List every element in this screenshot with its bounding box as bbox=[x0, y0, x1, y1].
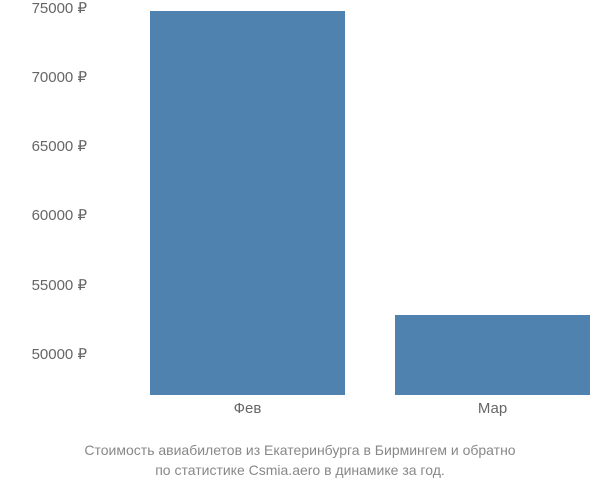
x-tick-label: Мар bbox=[478, 400, 507, 417]
bar bbox=[395, 315, 590, 395]
caption-line-1: Стоимость авиабилетов из Екатеринбурга в… bbox=[0, 440, 600, 461]
y-tick-label: 65000 ₽ bbox=[32, 137, 87, 155]
y-tick-label: 70000 ₽ bbox=[32, 68, 87, 86]
y-axis: 50000 ₽ 55000 ₽ 60000 ₽ 65000 ₽ 70000 ₽ 75000… bbox=[0, 0, 95, 430]
bar bbox=[150, 11, 345, 395]
price-chart: 50000 ₽ 55000 ₽ 60000 ₽ 65000 ₽ 70000 ₽ 75000… bbox=[0, 0, 600, 430]
y-tick-label: 75000 ₽ bbox=[32, 0, 87, 17]
x-tick-label: Фев bbox=[234, 400, 262, 417]
y-tick-label: 50000 ₽ bbox=[32, 345, 87, 363]
y-tick-label: 60000 ₽ bbox=[32, 206, 87, 224]
y-tick-label: 55000 ₽ bbox=[32, 276, 87, 294]
caption-line-2: по статистике Csmia.aero в динамике за г… bbox=[0, 460, 600, 481]
plot-area bbox=[95, 0, 600, 395]
